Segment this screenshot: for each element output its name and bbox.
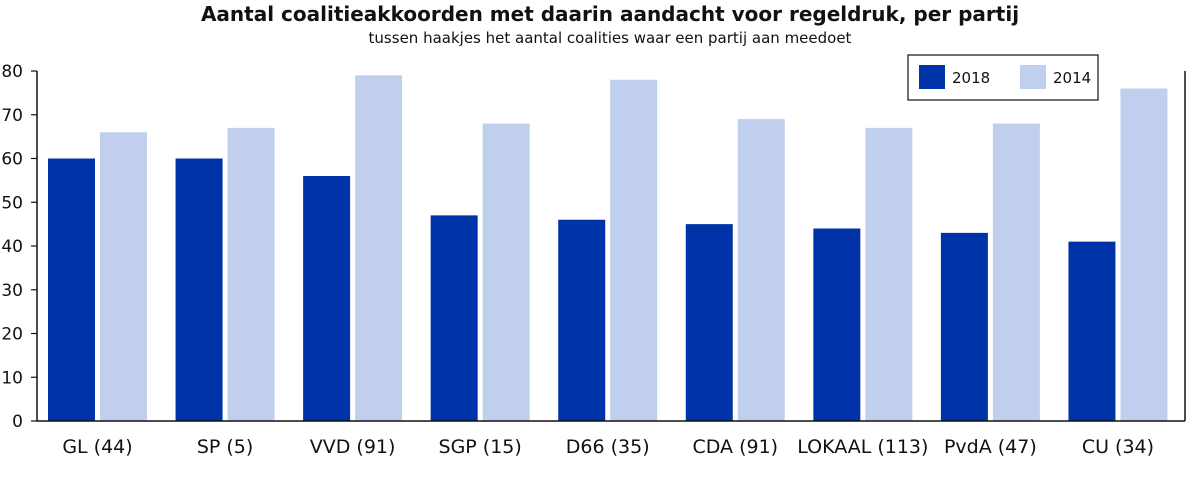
bar-2014-6 bbox=[865, 127, 913, 421]
bar-2018-5 bbox=[685, 224, 733, 421]
bars bbox=[48, 75, 1168, 421]
legend-box bbox=[907, 54, 1099, 101]
bar-2014-1 bbox=[227, 127, 275, 421]
y-axis-ticks: 0 10 20 30 40 50 60 70 80 bbox=[1, 62, 37, 432]
bar-2018-1 bbox=[175, 158, 223, 421]
bar-2018-7 bbox=[940, 232, 988, 421]
bar-2018-6 bbox=[813, 228, 861, 421]
y-tick-label: 70 bbox=[1, 106, 23, 126]
legend-label-2018: 2018 bbox=[952, 69, 990, 87]
legend-swatch-2014 bbox=[1020, 65, 1046, 89]
y-tick-label: 20 bbox=[1, 325, 23, 345]
chart-subtitle: tussen haakjes het aantal coalities waar… bbox=[368, 29, 852, 47]
bar-2014-4 bbox=[610, 79, 658, 421]
bar-2018-3 bbox=[430, 215, 478, 421]
bar-2018-2 bbox=[303, 176, 351, 421]
bar-2014-3 bbox=[482, 123, 530, 421]
legend: 2018 2014 bbox=[907, 54, 1099, 101]
legend-label-2014: 2014 bbox=[1053, 69, 1091, 87]
y-tick-label: 0 bbox=[12, 412, 23, 432]
x-category-label: VVD (91) bbox=[310, 436, 396, 458]
y-tick-label: 50 bbox=[1, 193, 23, 213]
bar-2014-5 bbox=[737, 119, 785, 421]
y-tick-label: 30 bbox=[1, 281, 23, 301]
bar-2014-2 bbox=[355, 75, 403, 421]
x-category-label: D66 (35) bbox=[566, 436, 650, 458]
legend-swatch-2018 bbox=[919, 65, 945, 89]
x-category-label: LOKAAL (113) bbox=[797, 436, 928, 458]
x-category-label: CU (34) bbox=[1082, 436, 1154, 458]
y-tick-label: 80 bbox=[1, 62, 23, 82]
x-category-label: GL (44) bbox=[62, 436, 132, 458]
bar-2018-4 bbox=[558, 219, 606, 421]
bar-2018-0 bbox=[48, 158, 95, 421]
y-tick-label: 60 bbox=[1, 150, 23, 170]
chart-title: Aantal coalitieakkoorden met daarin aand… bbox=[200, 2, 1020, 26]
bar-2014-8 bbox=[1120, 88, 1168, 421]
y-tick-label: 10 bbox=[1, 368, 23, 388]
y-tick-label: 40 bbox=[1, 237, 23, 257]
bar-2018-8 bbox=[1068, 241, 1116, 421]
x-axis-labels: GL (44) SP (5) VVD (91) SGP (15) D66 (35) CDA… bbox=[62, 436, 1154, 458]
x-category-label: CDA (91) bbox=[692, 436, 778, 458]
bar-2014-0 bbox=[100, 132, 147, 421]
x-category-label: SP (5) bbox=[197, 436, 253, 458]
bar-2014-7 bbox=[992, 123, 1040, 421]
x-category-label: PvdA (47) bbox=[944, 436, 1037, 458]
x-category-label: SGP (15) bbox=[439, 436, 522, 458]
